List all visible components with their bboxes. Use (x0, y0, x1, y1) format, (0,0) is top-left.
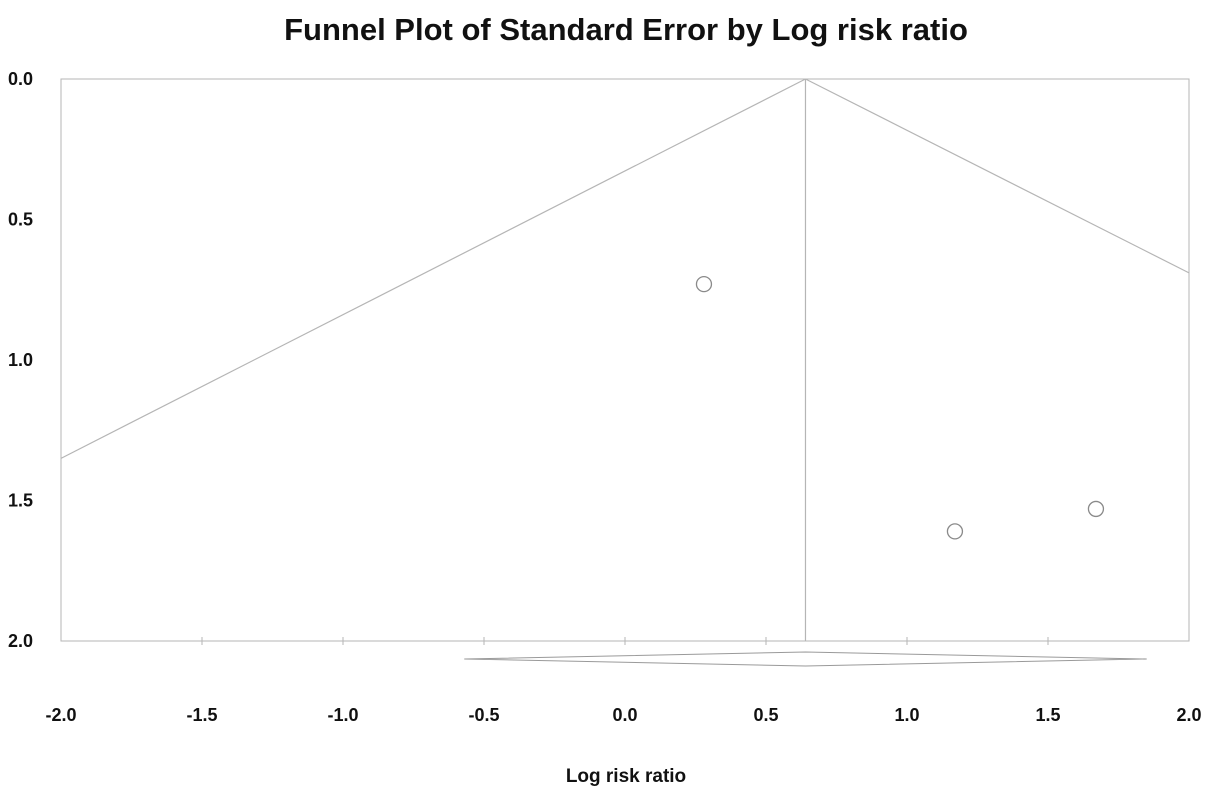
x-tick-label: -0.5 (468, 705, 499, 725)
study-point (1087, 500, 1105, 518)
chart-title: Funnel Plot of Standard Error by Log ris… (284, 12, 968, 47)
x-tick-label: 1.0 (894, 705, 919, 725)
x-tick-label: 0.0 (612, 705, 637, 725)
x-tick-label: -1.5 (186, 705, 217, 725)
y-tick-label: 1.0 (8, 350, 33, 370)
funnel-right-line (805, 78, 1190, 274)
y-tick-label: 0.5 (8, 210, 33, 230)
tick-layer: -2.0 -1.5 -1.0 -0.5 0.0 0.5 1.0 1.5 2.0 0.0 0.5 1.0… (8, 69, 1202, 725)
x-tick-label: -1.0 (327, 705, 358, 725)
funnel-layer (60, 78, 1190, 667)
y-tick-label: 2.0 (8, 631, 33, 651)
y-tick-label: 0.0 (8, 69, 33, 89)
x-tick-label: 1.5 (1035, 705, 1060, 725)
y-tick-label: 1.5 (8, 491, 33, 511)
x-tick-label: 0.5 (753, 705, 778, 725)
study-point (695, 275, 713, 293)
x-axis-label: Log risk ratio (566, 766, 686, 787)
study-point (946, 523, 964, 540)
points-layer (695, 275, 1105, 540)
plot-area-frame (60, 78, 1190, 642)
x-tick-label: 2.0 (1176, 705, 1201, 725)
x-tick-label: -2.0 (45, 705, 76, 725)
funnel-left-line (60, 78, 806, 459)
summary-diamond (464, 651, 1147, 667)
